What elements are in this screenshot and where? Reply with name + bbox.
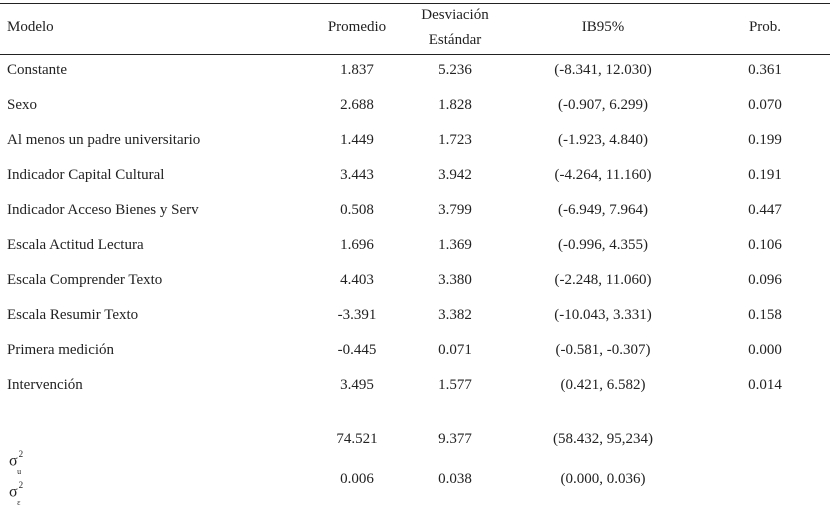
variance-symbol: σ2u (9, 449, 24, 476)
row-sd: 1.723 (438, 132, 472, 148)
variance-ci: (0.000, 0.036) (560, 471, 646, 487)
row-ci: (-1.923, 4.840) (558, 132, 648, 148)
variance-sd: 0.038 (438, 471, 472, 487)
row-ci: (-10.043, 3.331) (554, 307, 652, 323)
row-label: Intervención (7, 377, 83, 393)
row-ci: (-0.581, -0.307) (555, 342, 651, 358)
row-label: Indicador Capital Cultural (7, 167, 165, 183)
row-sd: 3.380 (438, 272, 472, 288)
header-ci: IB95% (581, 19, 625, 35)
header-bottom-rule (0, 54, 830, 55)
row-prob: 0.106 (748, 237, 782, 253)
row-mean: 3.443 (340, 167, 374, 183)
row-ci: (-8.341, 12.030) (554, 62, 652, 78)
row-ci: (-4.264, 11.160) (554, 167, 652, 183)
row-sd: 3.942 (438, 167, 472, 183)
row-mean: 1.449 (340, 132, 374, 148)
header-prob: Prob. (748, 19, 782, 35)
row-ci: (-0.996, 4.355) (558, 237, 648, 253)
row-prob: 0.447 (748, 202, 782, 218)
row-label: Al menos un padre universitario (7, 132, 201, 148)
row-sd: 1.369 (438, 237, 472, 253)
row-mean: -3.391 (337, 307, 377, 323)
row-prob: 0.191 (748, 167, 782, 183)
row-mean: 4.403 (340, 272, 374, 288)
row-prob: 0.158 (748, 307, 782, 323)
row-sd: 0.071 (438, 342, 472, 358)
variance-mean: 74.521 (336, 431, 378, 447)
row-sd: 3.382 (438, 307, 472, 323)
row-prob: 0.014 (748, 377, 782, 393)
row-mean: 3.495 (340, 377, 374, 393)
header-model: Modelo (7, 19, 54, 35)
row-ci: (0.421, 6.582) (560, 377, 646, 393)
row-label: Escala Actitud Lectura (7, 237, 144, 253)
variance-mean: 0.006 (340, 471, 374, 487)
row-ci: (-0.907, 6.299) (558, 97, 648, 113)
row-mean: 1.696 (340, 237, 374, 253)
row-mean: 0.508 (340, 202, 374, 218)
row-sd: 3.799 (438, 202, 472, 218)
row-ci: (-6.949, 7.964) (558, 202, 648, 218)
row-prob: 0.070 (748, 97, 782, 113)
header-mean: Promedio (327, 19, 387, 35)
row-prob: 0.199 (748, 132, 782, 148)
row-sd: 1.828 (438, 97, 472, 113)
row-label: Indicador Acceso Bienes y Serv (7, 202, 199, 218)
row-label: Escala Resumir Texto (7, 307, 139, 323)
header-sd-line1: Desviación (421, 7, 489, 23)
row-label: Sexo (7, 97, 37, 113)
row-sd: 5.236 (438, 62, 472, 78)
row-sd: 1.577 (438, 377, 472, 393)
row-prob: 0.361 (748, 62, 782, 78)
header-sd-line2: Estándar (428, 32, 482, 48)
row-mean: -0.445 (337, 342, 377, 358)
row-ci: (-2.248, 11.060) (554, 272, 652, 288)
row-label: Escala Comprender Texto (7, 272, 163, 288)
variance-symbol: σ2ε (9, 480, 24, 507)
table-top-rule (0, 3, 830, 4)
variance-ci: (58.432, 95,234) (553, 431, 653, 447)
row-mean: 2.688 (340, 97, 374, 113)
variance-sd: 9.377 (438, 431, 472, 447)
row-prob: 0.096 (748, 272, 782, 288)
row-mean: 1.837 (340, 62, 374, 78)
row-label: Primera medición (7, 342, 115, 358)
row-prob: 0.000 (748, 342, 782, 358)
row-label: Constante (7, 62, 67, 78)
